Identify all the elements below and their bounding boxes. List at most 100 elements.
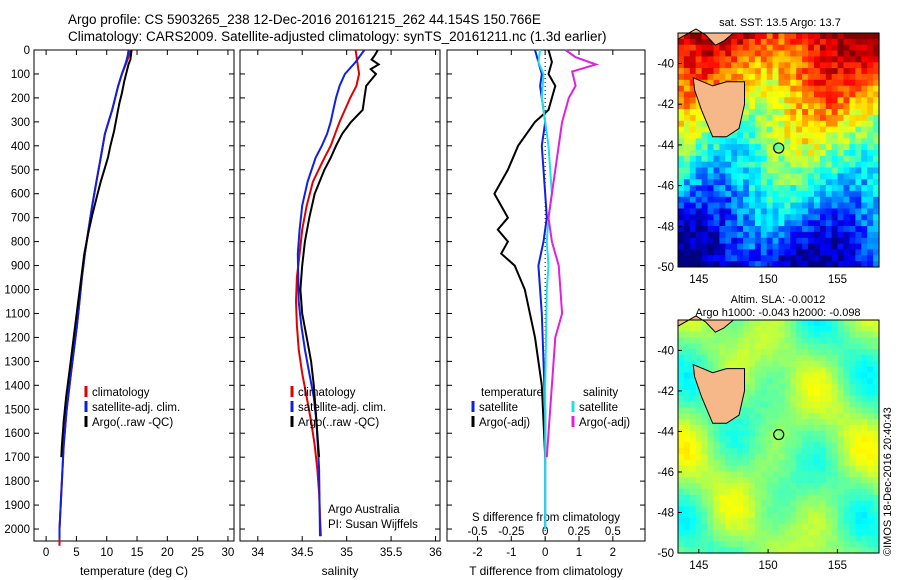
grid-cell: [701, 62, 709, 69]
grid-cell: [873, 73, 880, 81]
grid-cell: [689, 372, 697, 379]
grid-cell: [843, 38, 850, 46]
grid-cell: [748, 430, 756, 438]
grid-cell: [778, 529, 785, 537]
grid-cell: [825, 349, 833, 356]
grid-cell: [713, 79, 720, 87]
grid-cell: [867, 465, 874, 472]
grid-cell: [837, 208, 845, 215]
grid-cell: [843, 202, 850, 209]
grid-cell: [808, 372, 815, 379]
grid-cell: [766, 150, 774, 157]
grid-cell: [683, 454, 691, 461]
grid-cell: [825, 459, 833, 467]
grid-cell: [825, 73, 833, 81]
grid-cell: [849, 349, 856, 356]
grid-cell: [701, 249, 709, 256]
grid-cell: [825, 56, 833, 63]
grid-cell: [867, 73, 874, 81]
grid-cell: [819, 91, 827, 98]
grid-cell: [808, 150, 815, 157]
grid-cell: [825, 535, 833, 542]
grid-cell: [689, 378, 697, 385]
grid-cell: [743, 179, 750, 186]
grid-cell: [849, 372, 856, 379]
grid-cell: [683, 56, 691, 63]
grid-cell: [725, 349, 732, 356]
grid-cell: [802, 419, 809, 426]
grid-cell: [808, 114, 815, 122]
grid-cell: [737, 155, 744, 163]
grid-cell: [748, 454, 756, 461]
grid-cell: [867, 541, 874, 548]
grid-cell: [766, 190, 774, 198]
grid-cell: [713, 261, 720, 268]
grid-cell: [748, 366, 756, 373]
grid-cell: [837, 448, 845, 455]
grid-cell: [861, 161, 868, 169]
grid-cell: [825, 506, 833, 513]
grid-cell: [707, 547, 715, 554]
grid-cell: [849, 366, 856, 373]
grid-cell: [819, 255, 827, 262]
grid-cell: [802, 114, 809, 122]
grid-cell: [855, 459, 862, 467]
grid-cell: [831, 167, 839, 174]
grid-cell: [849, 424, 856, 432]
grid-cell: [873, 91, 880, 98]
grid-cell: [707, 349, 715, 356]
grid-cell: [819, 483, 827, 490]
grid-cell: [760, 85, 768, 93]
grid-cell: [837, 161, 845, 169]
grid-cell: [867, 372, 874, 379]
grid-cell: [796, 56, 803, 63]
grid-cell: [719, 220, 726, 227]
grid-cell: [743, 255, 750, 262]
grid-cell: [748, 132, 756, 139]
grid-cell: [825, 541, 833, 548]
grid-cell: [737, 529, 744, 537]
y-tick-label: 400: [11, 141, 30, 153]
grid-cell: [796, 366, 803, 373]
grid-cell: [867, 85, 874, 93]
grid-cell: [784, 150, 791, 157]
grid-cell: [713, 231, 720, 239]
grid-cell: [760, 62, 768, 69]
grid-cell: [748, 535, 756, 542]
grid-cell: [760, 68, 768, 75]
legend-label: Argo(..raw -QC): [298, 417, 379, 429]
grid-cell: [849, 196, 856, 204]
grid-cell: [861, 167, 868, 174]
grid-cell: [695, 343, 703, 350]
grid-cell: [695, 448, 703, 455]
grid-cell: [678, 255, 685, 262]
grid-cell: [707, 214, 715, 221]
grid-cell: [861, 109, 868, 116]
grid-cell: [760, 56, 768, 63]
grid-cell: [861, 354, 868, 362]
grid-cell: [701, 202, 709, 209]
grid-cell: [760, 436, 768, 443]
grid-cell: [701, 167, 709, 174]
grid-cell: [790, 430, 797, 438]
grid-cell: [873, 167, 880, 174]
grid-cell: [831, 442, 839, 449]
grid-cell: [678, 132, 685, 139]
grid-cell: [743, 202, 750, 209]
grid-cell: [766, 50, 774, 57]
grid-cell: [766, 419, 774, 426]
grid-cell: [754, 214, 762, 221]
grid-cell: [814, 547, 821, 554]
grid-cell: [784, 360, 791, 368]
grid-cell: [861, 325, 868, 333]
grid-cell: [855, 360, 862, 368]
grid-cell: [790, 97, 797, 104]
grid-cell: [837, 535, 845, 542]
grid-cell: [819, 220, 827, 227]
grid-cell: [802, 494, 809, 502]
grid-cell: [831, 85, 839, 93]
grid-cell: [873, 384, 880, 391]
grid-cell: [713, 185, 720, 192]
grid-cell: [695, 150, 703, 157]
grid-cell: [695, 354, 703, 362]
